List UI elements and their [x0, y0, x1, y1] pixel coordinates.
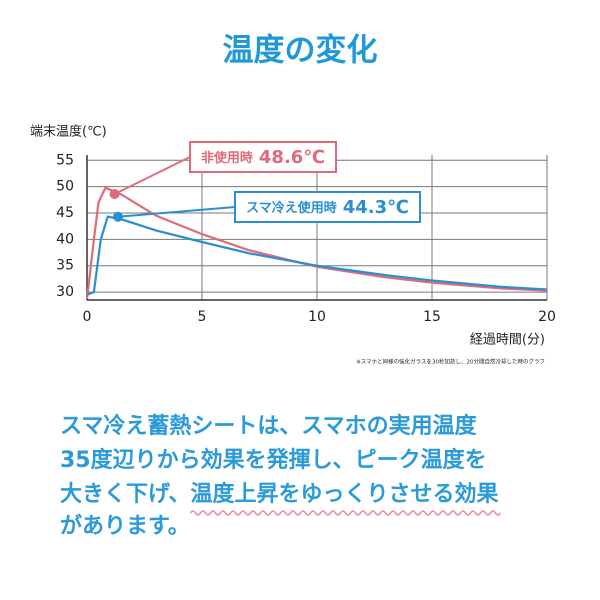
x-tick-label: 15: [423, 309, 441, 325]
x-tick-label: 10: [308, 309, 326, 325]
y-tick-label: 55: [56, 152, 74, 168]
annotation-leader: [114, 156, 191, 195]
annotation-value: 48.6℃: [259, 147, 325, 168]
chart-title: 温度の変化: [223, 33, 378, 69]
y-tick-label: 40: [56, 231, 74, 247]
body-line: スマ冷え蓄熱シートは、スマホの実用温度: [60, 413, 478, 439]
y-axis-label: 端末温度(℃): [30, 124, 107, 140]
body-line: 大きく下げ、温度上昇をゆっくりさせる効果: [60, 481, 498, 507]
body-segment: 温度上昇をゆっくりさせる効果: [190, 481, 498, 507]
wavy-underline: [189, 510, 502, 516]
annotation-box: [189, 141, 337, 173]
annotation-text: スマ冷え使用時 44.3℃: [246, 197, 409, 218]
x-tick-label: 20: [538, 309, 556, 325]
note: ※スマホと同様の強化ガラスを30秒加熱し、20分間自然冷却した時のグラフ: [356, 358, 545, 366]
body-line: があります。: [60, 513, 190, 539]
body-segment: があります。: [60, 513, 190, 539]
annotation-leader: [117, 206, 236, 218]
x-tick-label: 0: [83, 309, 92, 325]
y-tick-label: 50: [56, 179, 74, 195]
y-tick-label: 45: [56, 205, 74, 221]
line-series: [86, 215, 548, 296]
body-segment: 大きく下げ、: [60, 482, 190, 507]
x-axis-label: 経過時間(分): [470, 333, 545, 348]
annotation-value: 44.3℃: [343, 197, 409, 218]
annotation-box: [234, 191, 421, 223]
annotation-label: スマ冷え使用時: [246, 200, 337, 216]
body-text: スマ冷え蓄熱シートは、スマホの実用温度 35度辺りから効果を発揮し、ピーク温度を大…: [60, 413, 502, 539]
body-segment: 35度辺りから効果を発揮し、ピーク温度を: [60, 447, 487, 473]
annotation-text: 非使用時 48.6℃: [201, 147, 325, 168]
y-tick-label: 35: [56, 258, 74, 274]
annotation-dot: [113, 211, 124, 222]
body-segment: スマ冷え蓄熱シートは、スマホの実用温度: [60, 413, 478, 439]
body-line: 35度辺りから効果を発揮し、ピーク温度を: [60, 447, 487, 473]
annotation-label: 非使用時: [201, 150, 253, 166]
annotation-dot: [109, 189, 120, 200]
y-tick-label: 30: [56, 284, 74, 300]
x-tick-label: 5: [198, 309, 207, 325]
line-series: [85, 186, 548, 300]
